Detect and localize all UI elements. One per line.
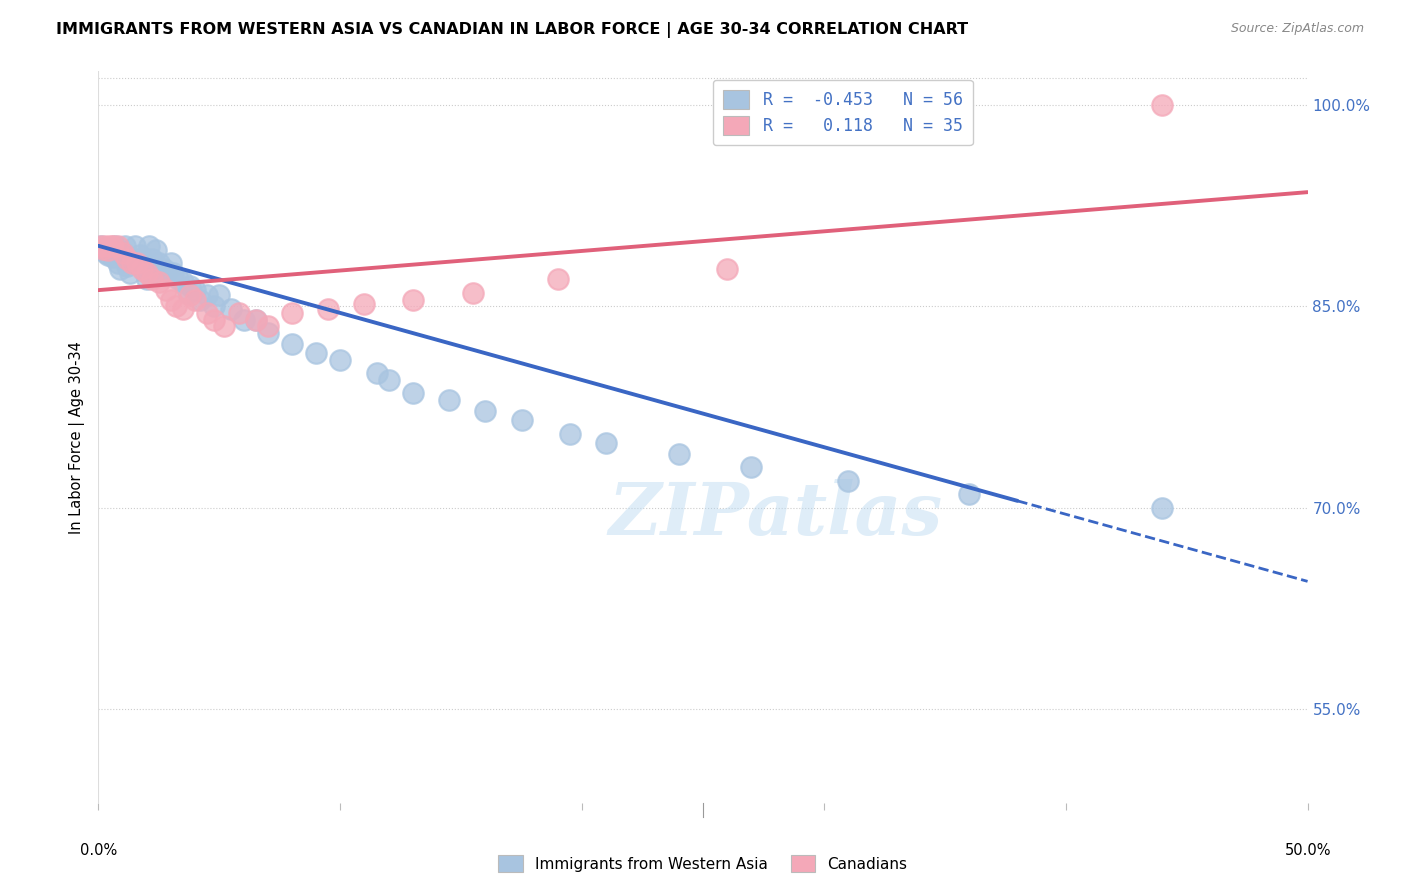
Point [366,367,388,381]
Point [101,239,124,253]
Point [172,275,194,289]
Point [94,245,117,260]
Point [100,243,122,257]
Point [245,312,267,326]
Point [402,386,425,401]
Point [91,242,114,256]
Legend: R =  -0.453   N = 56, R =   0.118   N = 35: R = -0.453 N = 56, R = 0.118 N = 35 [713,79,973,145]
Point [121,256,143,270]
Point [117,252,139,267]
Point [155,283,177,297]
Point [228,306,250,320]
Point [124,239,146,253]
Point [117,259,139,273]
Point [668,447,690,461]
Point [179,288,201,302]
Point [232,312,254,326]
Point [145,243,167,257]
Text: 0.0%: 0.0% [80,843,117,858]
Point [141,272,163,286]
Point [160,293,183,307]
Point [195,288,218,302]
Text: IMMIGRANTS FROM WESTERN ASIA VS CANADIAN IN LABOR FORCE | AGE 30-34 CORRELATION : IMMIGRANTS FROM WESTERN ASIA VS CANADIAN… [56,22,969,38]
Point [740,460,762,475]
Point [281,336,304,351]
Point [208,288,231,302]
Point [111,245,134,260]
Point [165,299,187,313]
Point [101,250,124,264]
Point [107,256,129,270]
Point [1152,500,1174,515]
Point [90,239,112,253]
Point [127,256,149,270]
Text: 50.0%: 50.0% [1284,843,1331,858]
Point [377,373,399,387]
Point [474,404,496,418]
Text: Source: ZipAtlas.com: Source: ZipAtlas.com [1230,22,1364,36]
Point [184,283,207,297]
Point [94,239,117,253]
Point [135,266,157,280]
Point [134,264,156,278]
Point [1152,98,1174,112]
Point [148,275,170,289]
Point [256,326,278,340]
Point [204,299,226,313]
Point [152,261,174,276]
Point [177,285,200,300]
Point [957,487,980,501]
Point [172,301,194,316]
Point [128,248,150,262]
Point [138,239,160,253]
Point [135,272,157,286]
Point [595,436,617,450]
Point [212,319,235,334]
Point [716,261,738,276]
Point [111,245,134,260]
Point [167,272,190,286]
Point [281,306,304,320]
Text: ZIPatlas: ZIPatlas [609,479,942,549]
Point [100,239,122,253]
Point [104,239,127,253]
Point [160,256,183,270]
Point [107,239,129,253]
Point [305,346,328,360]
Legend: Immigrants from Western Asia, Canadians: Immigrants from Western Asia, Canadians [491,847,915,880]
Point [463,285,485,300]
Point [204,312,226,326]
Point [148,256,170,270]
Point [245,312,267,326]
Point [114,239,136,253]
Point [90,239,112,253]
Point [118,266,141,280]
Point [256,319,278,334]
Point [329,352,352,367]
Point [155,266,177,280]
Point [131,261,153,276]
Point [184,293,207,307]
Point [837,474,859,488]
Point [179,279,201,293]
Point [316,301,339,316]
Point [127,252,149,267]
Point [97,248,120,262]
Point [91,242,114,256]
Point [108,261,131,276]
Point [547,272,569,286]
Point [402,293,425,307]
Point [353,296,375,310]
Point [221,301,243,316]
Point [97,243,120,257]
Point [510,413,533,427]
Point [162,266,184,280]
Point [141,252,163,267]
Y-axis label: In Labor Force | Age 30-34: In Labor Force | Age 30-34 [69,341,84,533]
Point [195,306,218,320]
Point [131,256,153,270]
Point [437,393,460,408]
Point [558,426,581,441]
Point [188,293,211,307]
